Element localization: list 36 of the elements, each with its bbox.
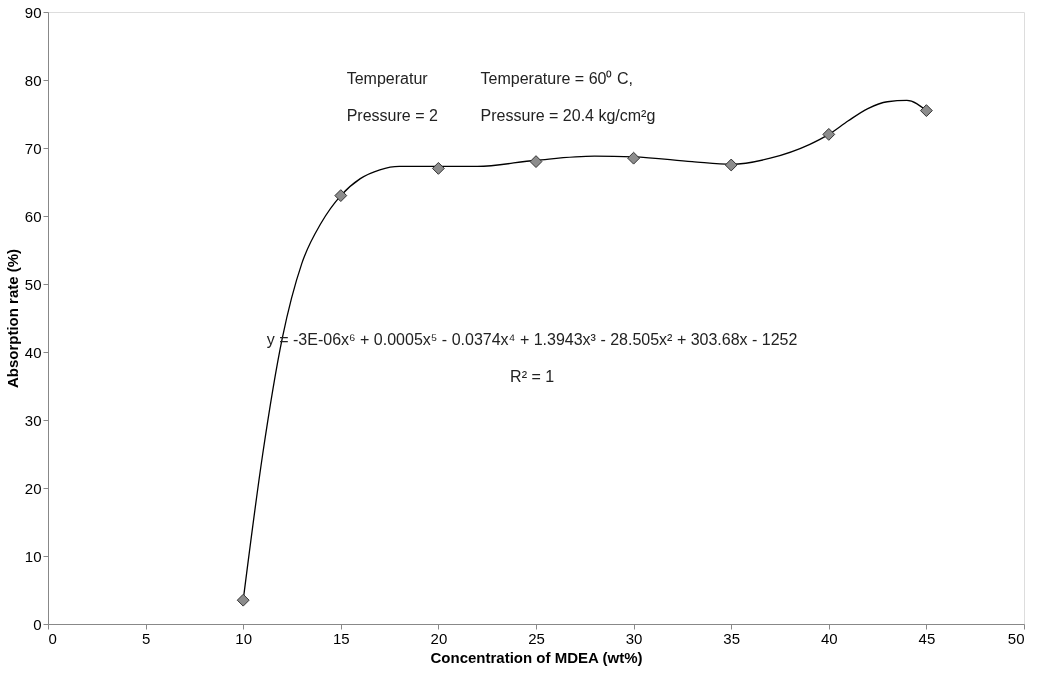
- y-tick-label: 0: [33, 615, 42, 633]
- x-tick-label: 50: [1007, 629, 1025, 647]
- point: [627, 151, 641, 165]
- y-tick-label: 70: [24, 139, 42, 157]
- x-tick-label: 25: [528, 629, 545, 647]
- annotation: R² = 1: [510, 368, 555, 386]
- annotation: Temperature = 60⁰ C,: [480, 70, 633, 87]
- annotation: Pressure = 2: [346, 106, 438, 124]
- point: [236, 593, 250, 607]
- point: [822, 127, 836, 141]
- point: [529, 155, 543, 169]
- x-tick-label: 10: [235, 629, 253, 647]
- y-tick-label: 50: [24, 275, 42, 293]
- x-tick-label: 45: [918, 629, 936, 647]
- annotation: Temperatur: [346, 70, 429, 87]
- point: [334, 189, 348, 203]
- annotation: Pressure = 20.4 kg/cm²g: [480, 106, 656, 124]
- y-tick-label: 90: [24, 3, 42, 21]
- point: [724, 158, 738, 172]
- y-tick-label: 60: [24, 207, 42, 225]
- y-tick-label: 30: [24, 411, 42, 429]
- x-tick-label: 0: [48, 629, 57, 647]
- x-tick-label: 15: [332, 629, 350, 647]
- x-tick-label: 30: [625, 629, 643, 647]
- x-axis-title: Concentration of MDEA (wt%): [430, 648, 643, 666]
- x-tick-label: 20: [430, 629, 448, 647]
- x-tick-label: 35: [723, 629, 741, 647]
- x-tick-label: 40: [820, 629, 838, 647]
- y-tick-label: 80: [24, 71, 42, 89]
- y-tick-label: 10: [24, 547, 42, 565]
- x-tick-label: 5: [141, 629, 151, 647]
- point: [431, 161, 445, 175]
- y-tick-label: 40: [24, 343, 42, 361]
- y-tick-label: 20: [24, 479, 42, 497]
- y-axis-title: Absorption rate (%): [3, 248, 21, 389]
- point: [919, 104, 933, 118]
